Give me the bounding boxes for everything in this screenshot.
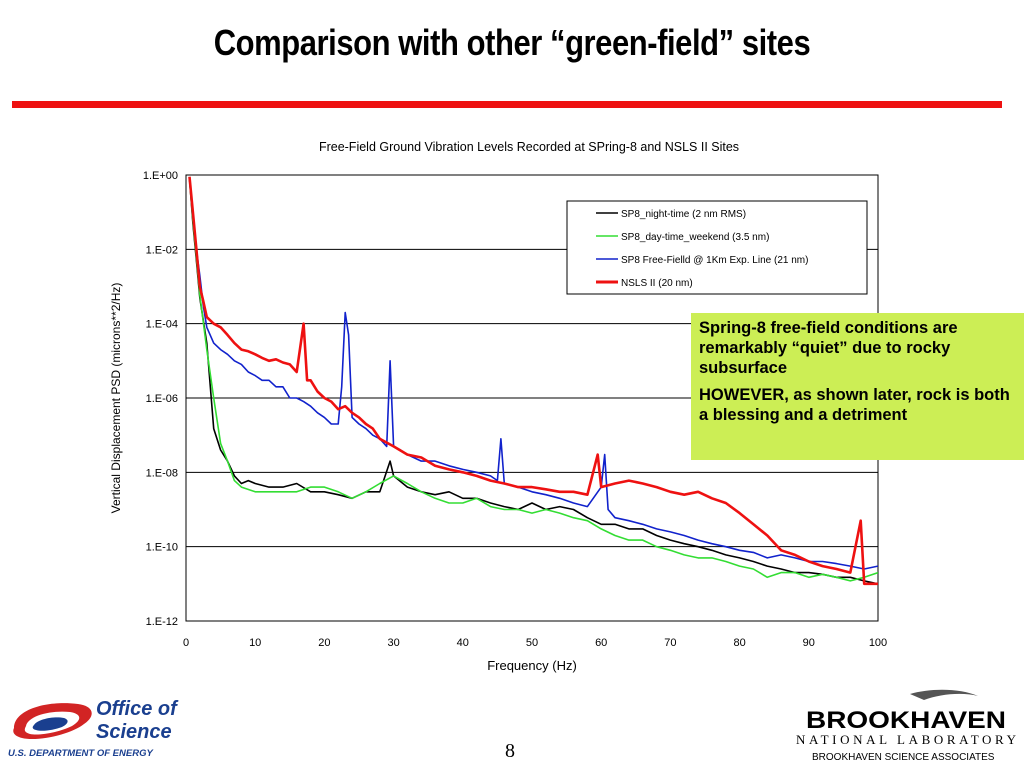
callout-box: Spring-8 free-field conditions are remar… xyxy=(691,313,1024,460)
brookhaven-logo: BROOKHAVEN NATIONAL LABORATORY BROOKHAVE… xyxy=(796,689,1017,763)
title-rule xyxy=(12,101,1002,108)
callout-paragraph-2: HOWEVER, as shown later, rock is both a … xyxy=(699,386,1010,424)
chart-title: Free-Field Ground Vibration Levels Recor… xyxy=(319,140,739,154)
series-line-3 xyxy=(188,178,878,570)
y-tick-label: 1.E-08 xyxy=(146,467,178,479)
x-tick-label: 10 xyxy=(249,637,261,649)
y-axis-label: Vertical Displacement PSD (microns**2/Hz… xyxy=(109,283,123,514)
doe-logo-line2: Science xyxy=(96,721,172,743)
x-tick-label: 60 xyxy=(595,637,607,649)
bnl-logo-line3: BROOKHAVEN SCIENCE ASSOCIATES xyxy=(812,752,995,763)
x-tick-label: 70 xyxy=(664,637,676,649)
page-number: 8 xyxy=(505,740,515,762)
x-tick-label: 40 xyxy=(457,637,469,649)
x-tick-label: 90 xyxy=(803,637,815,649)
x-axis-label: Frequency (Hz) xyxy=(487,658,577,673)
x-tick-label: 100 xyxy=(869,637,887,649)
bnl-logo-line2: NATIONAL LABORATORY xyxy=(796,732,1017,747)
legend-entry: SP8_day-time_weekend (3.5 nm) xyxy=(621,232,769,243)
x-tick-label: 0 xyxy=(183,637,189,649)
doe-swirl-icon xyxy=(13,703,92,740)
y-tick-label: 1.E+00 xyxy=(143,170,178,182)
legend-entry: NSLS II (20 nm) xyxy=(621,278,693,289)
series-line-4 xyxy=(188,176,878,586)
y-tick-label: 1.E-04 xyxy=(146,319,178,331)
y-tick-labels: 1.E+00 1.E-02 1.E-04 1.E-06 1.E-08 1.E-10 1.E-… xyxy=(143,170,178,628)
x-tick-label: 30 xyxy=(387,637,399,649)
doe-logo-line1: Office of xyxy=(96,698,179,720)
chart-legend: SP8_night-time (2 nm RMS) SP8_day-time_we… xyxy=(566,200,868,295)
legend-entry: SP8 Free-Fielld @ 1Km Exp. Line (21 nm) xyxy=(621,255,808,266)
doe-office-of-science-logo: Office of Science U.S. DEPARTMENT OF ENE… xyxy=(8,698,179,759)
x-tick-label: 50 xyxy=(526,637,538,649)
legend-entry: SP8_night-time (2 nm RMS) xyxy=(621,209,746,220)
y-tick-label: 1.E-02 xyxy=(146,244,178,256)
y-tick-label: 1.E-12 xyxy=(146,616,178,628)
legend-box xyxy=(566,200,868,295)
x-tick-label: 80 xyxy=(733,637,745,649)
bnl-swoosh-icon xyxy=(910,689,978,700)
series-line-1 xyxy=(188,178,878,585)
y-tick-label: 1.E-10 xyxy=(146,542,178,554)
x-tick-label: 20 xyxy=(318,637,330,649)
bnl-logo-line1: BROOKHAVEN xyxy=(806,707,1006,734)
doe-logo-line3: U.S. DEPARTMENT OF ENERGY xyxy=(8,748,154,759)
series-line-2 xyxy=(188,178,878,582)
callout-paragraph-1: Spring-8 free-field conditions are remar… xyxy=(699,319,958,377)
series-layer xyxy=(188,176,878,586)
slide-title: Comparison with other “green-field” site… xyxy=(213,22,811,63)
y-tick-label: 1.E-06 xyxy=(146,393,178,405)
x-tick-labels: 0 10 20 30 40 50 60 70 80 90 100 xyxy=(183,637,887,649)
